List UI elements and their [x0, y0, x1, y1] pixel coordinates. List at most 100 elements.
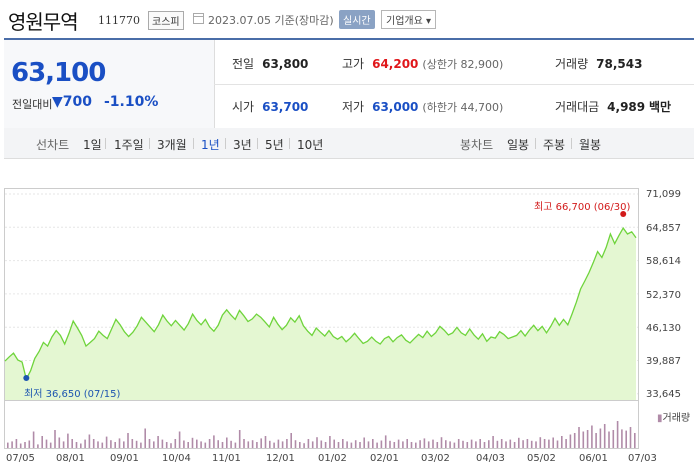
volume-bar [436, 442, 439, 448]
tab-monthly-candle[interactable]: 월봉 [579, 138, 602, 152]
volume-bar [608, 431, 610, 448]
prev-close-label: 전일 [232, 57, 255, 71]
volume-bar [161, 439, 164, 448]
volume-bar [556, 440, 559, 448]
volume-bar [131, 439, 134, 448]
volume-chart-frame[interactable] [4, 401, 639, 449]
tab-1y[interactable]: 1년 [201, 138, 220, 152]
down-arrow-icon: ▼ [52, 94, 63, 110]
volume-bar [350, 442, 353, 448]
volume-bar [187, 442, 189, 448]
volume-bar [329, 436, 331, 448]
volume-bar [230, 440, 232, 448]
volume-bar [509, 439, 512, 448]
prev-close-value: 63,800 [262, 57, 309, 71]
volume-bar [80, 443, 82, 448]
high-value: 64,200 [372, 57, 419, 71]
volume-bar [363, 437, 365, 448]
volume-bar [243, 439, 245, 448]
divider [257, 138, 258, 149]
volume-bar [97, 441, 99, 448]
volume-bar [449, 441, 451, 448]
volume-bar [457, 439, 460, 448]
divider [289, 138, 290, 149]
volume-bar [337, 442, 340, 448]
change-label: 전일대비 [12, 98, 53, 111]
volume-bar [84, 439, 86, 448]
volume-bar [518, 437, 520, 448]
volume-bar [569, 434, 572, 448]
volume-bar [178, 431, 181, 448]
volume-bar [41, 436, 43, 448]
stock-name: 영원무역 [8, 10, 79, 34]
volume-bar [535, 441, 537, 448]
x-tick: 11/01 [212, 453, 241, 464]
tab-1d[interactable]: 1일 [83, 138, 102, 152]
volume-bar [479, 439, 481, 448]
volume-bar [101, 442, 104, 448]
volume-bar [342, 439, 344, 448]
volume-bar [586, 430, 589, 448]
volume-bar [58, 437, 61, 448]
open-value: 63,700 [262, 100, 309, 114]
tab-1w[interactable]: 1주일 [114, 138, 144, 152]
volume-bar [75, 442, 78, 448]
x-tick: 04/03 [476, 453, 505, 464]
volume-bar [595, 433, 597, 448]
volume-bar [316, 437, 318, 448]
tab-5y[interactable]: 5년 [265, 138, 284, 152]
volume-bar [277, 439, 280, 448]
volume-bar [453, 442, 456, 448]
divider [214, 84, 694, 85]
divider [105, 138, 106, 149]
tab-3y[interactable]: 3년 [233, 138, 252, 152]
volume-bar [286, 439, 288, 448]
volume-bar [110, 440, 112, 448]
tab-3m[interactable]: 3개월 [157, 138, 187, 152]
volume-bar [561, 436, 563, 448]
volume-bar [526, 439, 529, 448]
open-label: 시가 [232, 100, 255, 114]
volume-bar [367, 441, 370, 448]
volume-bar [15, 439, 18, 448]
divider [149, 138, 150, 149]
volume-bar [196, 439, 198, 448]
volume-bar [144, 428, 146, 448]
divider [225, 138, 226, 149]
y-tick: 52,370 [646, 290, 681, 301]
volume-bar [37, 444, 39, 448]
volume-bar [475, 441, 477, 448]
volume-bar [496, 440, 499, 448]
volume-legend: ▮거래량 [657, 409, 690, 424]
realtime-button[interactable]: 실시간 [339, 10, 375, 29]
volume-bar [238, 430, 241, 448]
volume-bar [165, 442, 168, 448]
tab-10y[interactable]: 10년 [297, 138, 324, 152]
volume-bar [320, 440, 323, 448]
divider [571, 138, 572, 149]
tab-weekly-candle[interactable]: 주봉 [543, 138, 566, 152]
price-chart-frame[interactable] [4, 188, 639, 401]
volume-bar [432, 439, 434, 448]
y-tick: 46,130 [646, 323, 681, 334]
volume-bar [397, 439, 400, 448]
x-tick: 02/01 [370, 453, 399, 464]
divider [535, 138, 536, 149]
amount-value: 4,989 [607, 100, 646, 114]
volume-bar [440, 437, 443, 448]
volume: 거래량 78,543 [555, 55, 642, 72]
volume-bar [488, 440, 490, 448]
volume-bar [62, 441, 65, 448]
divider [193, 138, 194, 149]
volume-bar [234, 442, 237, 448]
volume-bar [389, 440, 391, 448]
volume-bar [273, 442, 275, 448]
high-annotation: 최고 66,700 (06/30) [534, 202, 631, 213]
volume-bar [294, 440, 297, 448]
company-info-button[interactable]: 기업개요 ▾ [381, 10, 437, 29]
tab-daily-candle[interactable]: 일봉 [507, 138, 530, 152]
stock-header: 영원무역 111770 코스피 2023.07.05 기준(장마감) 실시간 기… [0, 0, 694, 40]
legend-swatch-icon: ▮ [657, 413, 663, 424]
amount-label: 거래대금 [555, 100, 600, 114]
volume-bar [384, 435, 387, 448]
